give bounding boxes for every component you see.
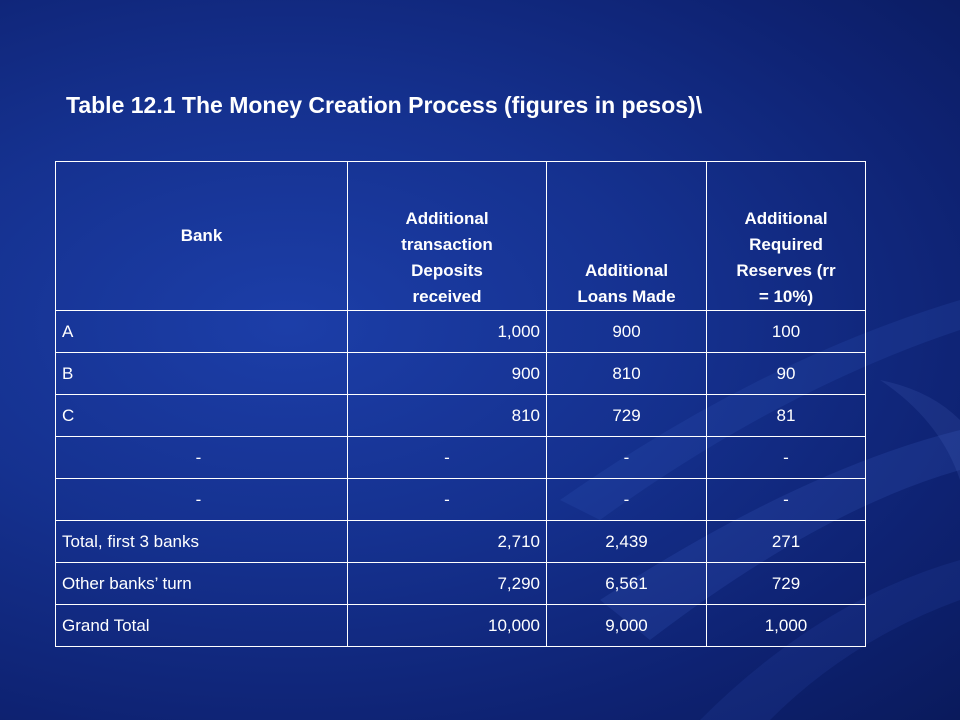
header-reserves: Additional Required Reserves (rr = 10%) [706, 161, 866, 311]
header-deposits: Additional transaction Deposits received [347, 161, 547, 311]
cell-reserves: 1,000 [706, 604, 866, 647]
cell-reserves: - [706, 478, 866, 521]
cell-loans: 810 [546, 352, 707, 395]
cell-deposits: - [347, 478, 547, 521]
table-row: C 810 729 81 [55, 394, 866, 437]
cell-reserves: 271 [706, 520, 866, 563]
cell-bank: Grand Total [55, 604, 348, 647]
cell-reserves: 81 [706, 394, 866, 437]
cell-bank: C [55, 394, 348, 437]
table-row: - - - - [55, 436, 866, 479]
cell-loans: - [546, 478, 707, 521]
cell-bank: Other banks’ turn [55, 562, 348, 605]
cell-loans: 729 [546, 394, 707, 437]
cell-bank: - [55, 478, 348, 521]
cell-bank: B [55, 352, 348, 395]
cell-bank: Total, first 3 banks [55, 520, 348, 563]
table-row: B 900 810 90 [55, 352, 866, 395]
table-row: - - - - [55, 478, 866, 521]
cell-loans: 6,561 [546, 562, 707, 605]
table-row: Grand Total 10,000 9,000 1,000 [55, 604, 866, 647]
cell-deposits: 10,000 [347, 604, 547, 647]
cell-reserves: 90 [706, 352, 866, 395]
money-creation-table: Bank Additional transaction Deposits receiv… [55, 161, 866, 647]
cell-loans: - [546, 436, 707, 479]
table-row: A 1,000 900 100 [55, 310, 866, 353]
table-row: Total, first 3 banks 2,710 2,439 271 [55, 520, 866, 563]
cell-deposits: 1,000 [347, 310, 547, 353]
cell-deposits: 900 [347, 352, 547, 395]
cell-deposits: - [347, 436, 547, 479]
cell-deposits: 2,710 [347, 520, 547, 563]
cell-bank: A [55, 310, 348, 353]
cell-loans: 9,000 [546, 604, 707, 647]
cell-loans: 2,439 [546, 520, 707, 563]
table-row: Other banks’ turn 7,290 6,561 729 [55, 562, 866, 605]
cell-bank: - [55, 436, 348, 479]
header-row: Bank Additional transaction Deposits receiv… [55, 161, 866, 311]
cell-deposits: 7,290 [347, 562, 547, 605]
cell-deposits: 810 [347, 394, 547, 437]
page-title: Table 12.1 The Money Creation Process (f… [66, 92, 703, 118]
cell-reserves: 100 [706, 310, 866, 353]
cell-loans: 900 [546, 310, 707, 353]
cell-reserves: - [706, 436, 866, 479]
cell-reserves: 729 [706, 562, 866, 605]
header-loans: Additional Loans Made [546, 161, 707, 311]
header-bank: Bank [55, 161, 348, 311]
